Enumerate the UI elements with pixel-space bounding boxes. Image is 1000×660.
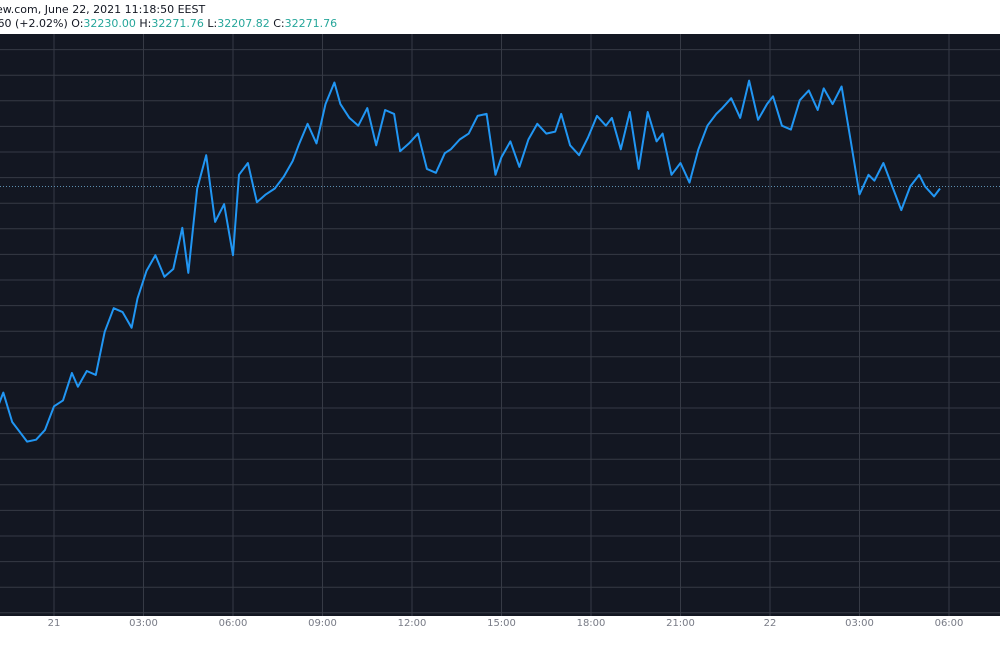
ohlc-readout: .60 (+2.02%) O:32230.00 H:32271.76 L:322… xyxy=(0,17,337,30)
vertical-gridlines xyxy=(53,34,950,616)
time-tick-label: 15:00 xyxy=(487,618,516,629)
plot-background xyxy=(0,34,1000,616)
high-value: 32271.76 xyxy=(151,17,204,30)
close-label: C: xyxy=(273,17,285,30)
time-tick-label: 22 xyxy=(764,618,777,629)
time-tick-label: 06:00 xyxy=(219,618,248,629)
time-tick-label: 21:00 xyxy=(666,618,695,629)
low-value: 32207.82 xyxy=(217,17,270,30)
time-tick-label: 09:00 xyxy=(308,618,337,629)
time-tick-label: 18:00 xyxy=(577,618,606,629)
price-change: .60 (+2.02%) xyxy=(0,17,68,30)
chart-header: ew.com, June 22, 2021 11:18:50 EEST .60 … xyxy=(0,0,1000,34)
time-axis: 21 03:00 06:00 09:00 12:00 15:00 18:00 21:00 22 0… xyxy=(48,618,964,629)
low-label: L: xyxy=(207,17,218,30)
time-tick-label: 03:00 xyxy=(129,618,158,629)
open-label: O: xyxy=(71,17,84,30)
price-series-line[interactable] xyxy=(0,79,941,458)
price-chart[interactable]: 21 03:00 06:00 09:00 12:00 15:00 18:00 21:00 22 0… xyxy=(0,34,1000,630)
source-timestamp: ew.com, June 22, 2021 11:18:50 EEST xyxy=(0,3,206,16)
high-label: H: xyxy=(139,17,152,30)
time-tick-label: 21 xyxy=(48,618,61,629)
horizontal-gridlines xyxy=(0,49,1000,614)
open-value: 32230.00 xyxy=(83,17,136,30)
time-axis-background xyxy=(0,616,1000,630)
time-tick-label: 06:00 xyxy=(935,618,964,629)
time-tick-label: 12:00 xyxy=(398,618,427,629)
close-value: 32271.76 xyxy=(284,17,338,30)
time-tick-label: 03:00 xyxy=(845,618,874,629)
